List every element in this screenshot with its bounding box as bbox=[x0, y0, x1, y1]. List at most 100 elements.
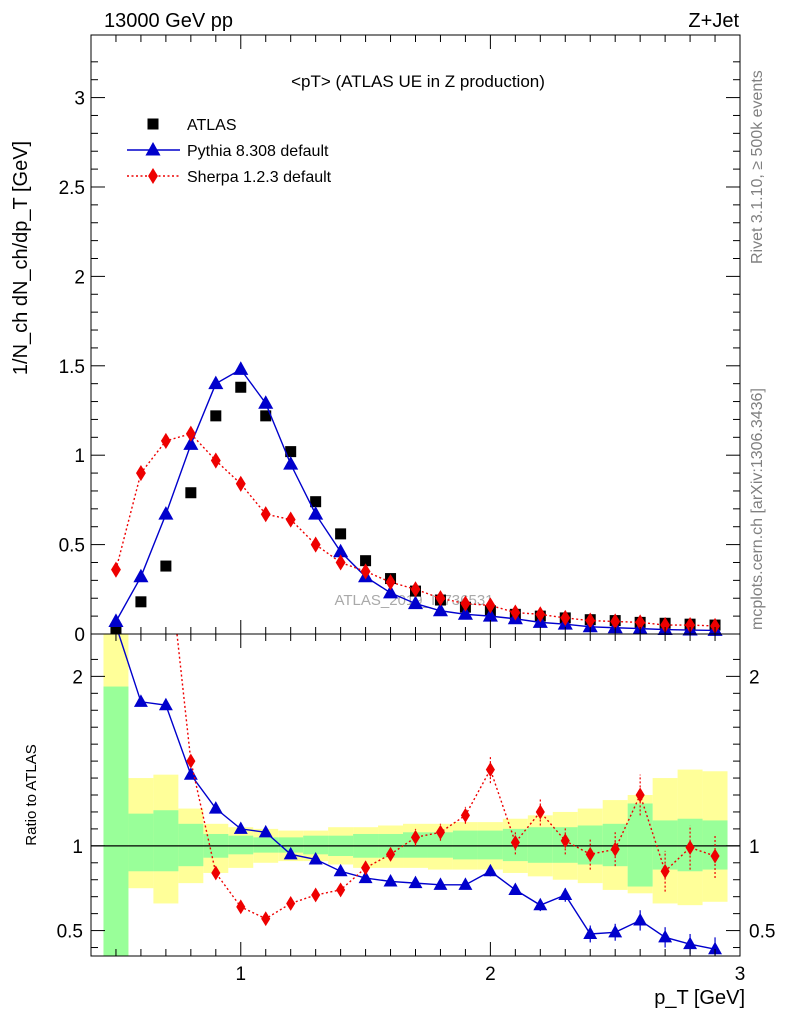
main-plot: ATLAS_2019_I1736531 00.511.522.53 <pT> (… bbox=[10, 34, 741, 646]
ratio-y-tick-label-right: 0.5 bbox=[749, 922, 775, 943]
pythia-ratio-point bbox=[258, 824, 273, 838]
ratio-uncertainty-bands bbox=[103, 634, 728, 956]
atlas-point bbox=[210, 410, 222, 422]
main-y-tick-label: 0 bbox=[74, 625, 85, 646]
green-band-bin bbox=[477, 830, 503, 860]
atlas-point bbox=[160, 560, 172, 572]
ratio-y-axis-label: Ratio to ATLAS bbox=[23, 744, 40, 845]
green-band-bin bbox=[153, 810, 179, 872]
green-band-bin bbox=[527, 827, 553, 863]
ratio-y-tick-label: 1 bbox=[72, 837, 83, 858]
pythia-point bbox=[183, 436, 199, 450]
atlas-point bbox=[360, 555, 372, 567]
pythia-ratio-curve bbox=[117, 634, 716, 950]
pythia-ratio-point bbox=[433, 877, 448, 890]
sherpa-point bbox=[660, 616, 671, 634]
sherpa-point bbox=[610, 613, 621, 630]
sherpa-ratio-point bbox=[261, 911, 271, 927]
pythia-ratio-point bbox=[608, 924, 623, 938]
ratio-plot: 1 2 30.5 0.51 12 2 Ratio to ATLAS p_T [GeV] bbox=[23, 633, 775, 1009]
sherpa-ratio-point bbox=[286, 896, 296, 911]
pythia-ratio-point bbox=[533, 897, 548, 911]
pythia-legend-label: Pythia 8.308 default bbox=[187, 143, 329, 160]
pythia-ratio-point bbox=[333, 863, 348, 877]
sherpa-ratio-point bbox=[660, 863, 670, 879]
green-band-bin bbox=[103, 686, 129, 956]
energy-label: 13000 GeV pp bbox=[104, 10, 233, 32]
ratio-y-tick-label: 0.5 bbox=[57, 922, 83, 943]
sherpa-legend-label: Sherpa 1.2.3 default bbox=[187, 169, 332, 186]
sherpa-ratio-point bbox=[435, 824, 446, 840]
sherpa-ratio-point bbox=[560, 833, 570, 849]
sherpa-ratio-point bbox=[635, 787, 645, 803]
sherpa-ratio-point bbox=[710, 848, 720, 864]
sherpa-ratio-point bbox=[311, 887, 321, 903]
sherpa-point bbox=[335, 554, 346, 571]
x-axis-label: p_T [GeV] bbox=[654, 987, 745, 1009]
pythia-ratio-point bbox=[283, 846, 298, 860]
green-band-bin bbox=[253, 837, 279, 853]
green-band-bin bbox=[652, 820, 678, 870]
pythia-ratio-point bbox=[483, 863, 498, 877]
main-y-tick-label: 1 bbox=[74, 446, 85, 467]
sherpa-point bbox=[635, 614, 646, 631]
sherpa-point bbox=[535, 606, 546, 623]
sherpa-point bbox=[510, 604, 521, 621]
pythia-ratio-point bbox=[633, 912, 648, 926]
main-y-tick-label: 2.5 bbox=[59, 178, 85, 199]
pythia-ratio-point bbox=[183, 767, 198, 780]
sherpa-point bbox=[111, 561, 121, 578]
pythia-ratio-point bbox=[658, 929, 673, 943]
sherpa-point bbox=[360, 563, 371, 580]
x-tick-label: 1 bbox=[235, 964, 246, 985]
sherpa-point bbox=[135, 465, 146, 482]
atlas-point bbox=[235, 381, 247, 393]
pythia-ratio-point bbox=[508, 882, 523, 895]
pythia-point bbox=[133, 568, 149, 583]
atlas-point bbox=[335, 528, 347, 540]
pythia-ratio-point bbox=[208, 801, 223, 814]
main-y-tick-label: 3 bbox=[74, 89, 85, 110]
green-band-bin bbox=[303, 835, 329, 855]
pythia-point bbox=[258, 395, 274, 409]
pythia-point bbox=[382, 584, 399, 599]
main-y-tick-label: 1.5 bbox=[59, 357, 85, 378]
green-band-bin bbox=[627, 803, 653, 887]
sherpa-point bbox=[435, 590, 446, 607]
mcplots-reference-text: mcplots.cern.ch [arXiv:1306.3436] bbox=[749, 388, 766, 630]
sherpa-ratio-point bbox=[186, 753, 196, 769]
sherpa-ratio-point bbox=[236, 899, 246, 915]
sherpa-point bbox=[385, 574, 396, 591]
sherpa-ratio-point bbox=[585, 846, 595, 862]
main-plot-title: <pT> (ATLAS UE in Z production) bbox=[291, 72, 545, 91]
pythia-point bbox=[482, 608, 498, 622]
sherpa-ratio-point bbox=[510, 835, 520, 850]
pythia-point bbox=[457, 606, 473, 620]
sherpa-ratio-point bbox=[610, 841, 620, 857]
sherpa-point bbox=[185, 425, 196, 442]
pythia-ratio-point bbox=[383, 873, 398, 887]
sherpa-point bbox=[210, 452, 221, 469]
sherpa-ratio-point bbox=[385, 846, 396, 862]
sherpa-point bbox=[235, 475, 246, 492]
sherpa-ratio-point bbox=[485, 762, 495, 778]
pythia-point bbox=[108, 613, 124, 627]
sherpa-ratio-point bbox=[685, 840, 695, 855]
sherpa-point bbox=[585, 612, 596, 629]
main-y-tick-label: 2 bbox=[74, 267, 85, 288]
ratio-y-tick-label-right: 1 bbox=[749, 837, 760, 858]
green-band-bin bbox=[178, 823, 204, 867]
pythia-ratio-point bbox=[708, 941, 722, 955]
pythia-point bbox=[333, 543, 349, 558]
pythia-point bbox=[407, 595, 424, 610]
pythia-ratio-point bbox=[458, 877, 473, 890]
pythia-point bbox=[283, 456, 299, 470]
pythia-ratio-point bbox=[158, 697, 173, 711]
atlas-point bbox=[135, 596, 147, 608]
pythia-point bbox=[233, 361, 249, 375]
pythia-ratio-point bbox=[558, 887, 573, 901]
atlas-point bbox=[310, 496, 322, 508]
ratio-series-layer bbox=[117, 634, 722, 956]
x-tick-label: 2 bbox=[485, 964, 496, 985]
